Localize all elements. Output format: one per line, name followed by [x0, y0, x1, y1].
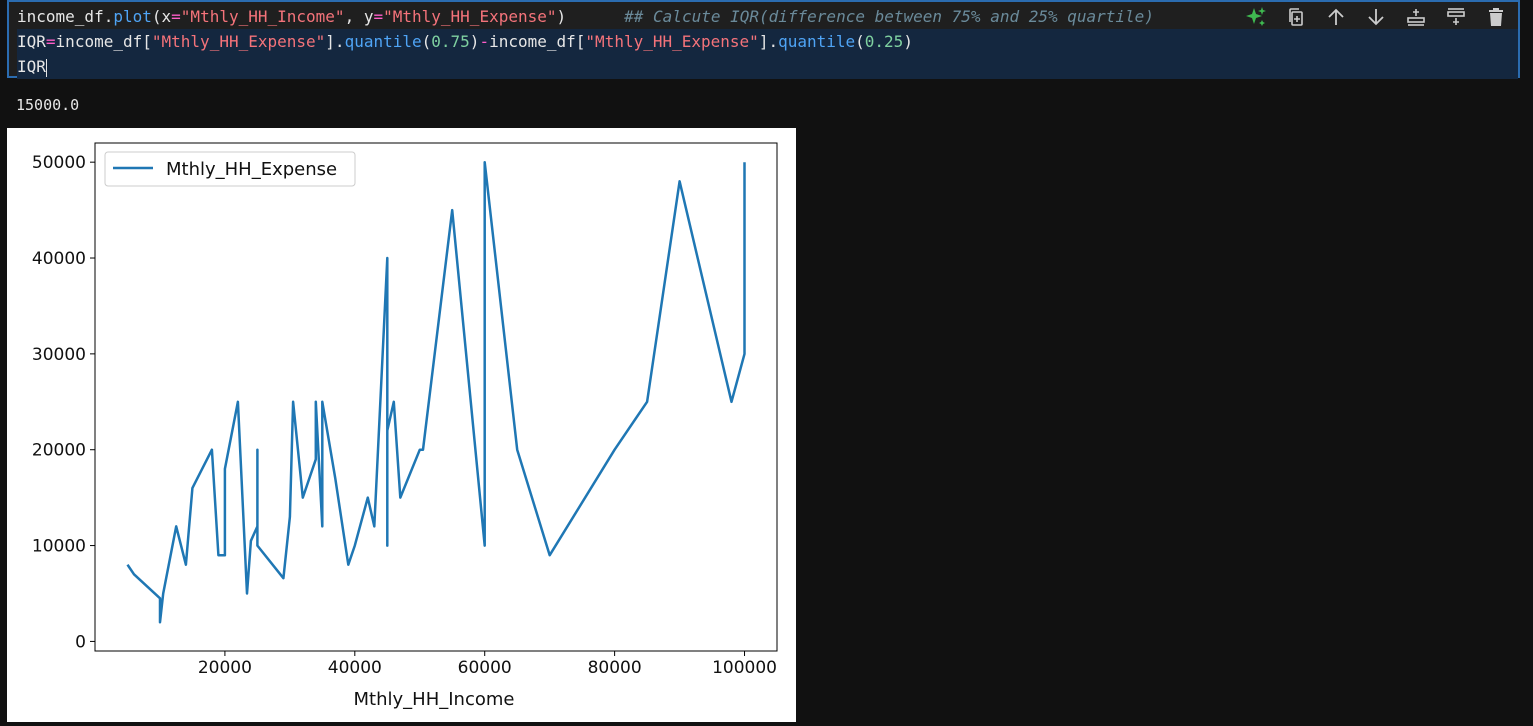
code-token: x	[161, 7, 172, 26]
code-token: (	[855, 32, 865, 51]
legend-frame	[104, 151, 356, 187]
code-token: IQR	[17, 57, 46, 76]
code-token: [	[575, 32, 586, 51]
code-line-1[interactable]: income_df.plot(x="Mthly_HH_Income", y="M…	[17, 4, 1518, 29]
code-token: (	[421, 32, 432, 51]
code-token: income_df	[55, 32, 143, 51]
legend-entry-label: Mthly_HH_Expense	[166, 159, 337, 180]
code-token: ]	[325, 32, 335, 51]
x-axis-label: Mthly_HH_Income	[354, 689, 515, 710]
code-token: ,	[344, 7, 364, 26]
code-token: quantile	[778, 32, 856, 51]
code-token: 0.25	[864, 32, 904, 51]
code-token: -	[479, 32, 490, 51]
code-token: )	[469, 32, 480, 51]
text-cursor	[45, 58, 47, 77]
chart-legend: Mthly_HH_Expense	[104, 151, 356, 187]
code-token: "Mthly_HH_Income"	[180, 7, 345, 26]
code-token: plot	[113, 7, 152, 26]
arrow-down-icon[interactable]	[1364, 5, 1388, 29]
code-editor[interactable]: income_df.plot(x="Mthly_HH_Income", y="M…	[17, 4, 1518, 79]
y-tick-label: 0	[75, 632, 86, 652]
code-line-2[interactable]: IQR=income_df["Mthly_HH_Expense"].quanti…	[17, 29, 1518, 54]
plot-area-frame	[94, 142, 778, 652]
insert-above-icon[interactable]	[1444, 5, 1468, 29]
y-tick-label: 20000	[32, 441, 86, 461]
x-tick-label: 60000	[458, 658, 512, 678]
insert-below-icon[interactable]	[1404, 5, 1428, 29]
code-cell[interactable]: income_df.plot(x="Mthly_HH_Income", y="M…	[7, 0, 1520, 79]
x-tick-label: 100000	[712, 658, 777, 678]
code-token: .	[103, 7, 114, 26]
y-tick-label: 10000	[32, 537, 86, 557]
x-tick-label: 40000	[328, 658, 382, 678]
code-token: y	[363, 7, 374, 26]
y-tick-label: 30000	[32, 345, 86, 365]
code-token: [	[142, 32, 152, 51]
code-token: quantile	[344, 32, 422, 51]
code-comment: ## Calcute IQR(difference between 75% an…	[624, 7, 1154, 26]
code-token: income_df	[489, 32, 576, 51]
code-line-3[interactable]: IQR	[17, 54, 1518, 79]
cell-output-text: 15000.0	[16, 96, 80, 114]
trash-icon[interactable]	[1484, 5, 1508, 29]
code-token: "Mthly_HH_Expense"	[383, 7, 557, 26]
code-token: )	[556, 7, 567, 26]
copy-icon[interactable]	[1284, 5, 1308, 29]
sparkle-icon[interactable]	[1244, 5, 1268, 29]
code-token: "Mthly_HH_Expense"	[151, 32, 326, 51]
code-token: =	[171, 7, 181, 26]
series-line-Mthly_HH_Expense	[126, 160, 746, 624]
code-token: income_df	[17, 7, 104, 26]
code-token: =	[45, 32, 56, 51]
x-tick-label: 20000	[198, 658, 252, 678]
code-token: (	[151, 7, 162, 26]
code-token: 0.75	[431, 32, 470, 51]
code-token: ].	[758, 32, 779, 51]
series-lines	[126, 160, 746, 624]
code-token: )	[903, 32, 913, 51]
x-axis-ticks: 20000 40000 60000 80000 100000	[198, 651, 777, 678]
line-chart: 20000 40000 60000 80000 100000 0 10000 20000 30…	[32, 142, 778, 710]
code-token: IQR	[17, 32, 46, 51]
y-axis-ticks: 0 10000 20000 30000 40000 50000	[32, 153, 95, 652]
x-tick-label: 80000	[588, 658, 642, 678]
y-tick-label: 50000	[32, 153, 86, 173]
cell-toolbar	[1244, 4, 1508, 30]
code-token: =	[373, 7, 384, 26]
plot-output: 20000 40000 60000 80000 100000 0 10000 20000 30…	[7, 128, 796, 722]
code-token: .	[334, 32, 345, 51]
code-token: "Mthly_HH_Expense"	[585, 32, 759, 51]
y-tick-label: 40000	[32, 249, 86, 269]
arrow-up-icon[interactable]	[1324, 5, 1348, 29]
